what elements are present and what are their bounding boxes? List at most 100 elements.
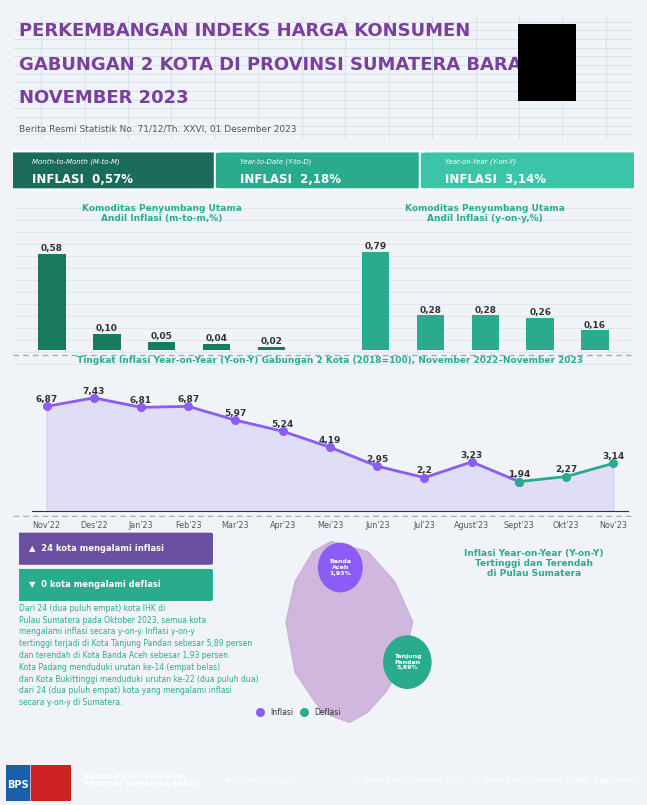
Bar [258, 347, 285, 350]
Bar [534, 57, 543, 68]
Bar [518, 68, 526, 79]
Bar [518, 89, 526, 101]
Text: Inflasi: Inflasi [270, 708, 293, 717]
Bar [417, 316, 444, 350]
Text: in  BPS Provinsi Sumatera Barat: in BPS Provinsi Sumatera Barat [472, 778, 584, 783]
Text: Tanjung
Pandan
5,89%: Tanjung Pandan 5,89% [393, 654, 421, 671]
Text: 0,02: 0,02 [261, 337, 283, 346]
Bar [559, 57, 567, 68]
Point [514, 475, 524, 488]
Text: Tingkat Inflasi Year-on-Year (Y-on-Y) Gabungan 2 Kota (2018=100), November 2022–: Tingkat Inflasi Year-on-Year (Y-on-Y) Ga… [77, 356, 583, 365]
Polygon shape [286, 542, 413, 723]
Circle shape [318, 543, 362, 592]
Bar [534, 46, 543, 57]
Text: PERKEMBANGAN INDEKS HARGA KONSUMEN: PERKEMBANGAN INDEKS HARGA KONSUMEN [19, 23, 470, 40]
Bar [543, 46, 551, 57]
Bar [543, 89, 551, 101]
Bar [526, 57, 534, 68]
Point [561, 470, 571, 483]
Bar [148, 342, 175, 350]
Text: 0,04: 0,04 [206, 334, 228, 343]
Bar [559, 24, 567, 35]
Bar [362, 252, 389, 350]
Bar [559, 46, 567, 57]
Text: Komoditas Penyumbang Utama
Andil Inflasi (m-to-m,%): Komoditas Penyumbang Utama Andil Inflasi… [82, 204, 242, 223]
Text: 1,94: 1,94 [508, 470, 530, 479]
Bar [567, 24, 576, 35]
Text: BPS: BPS [6, 780, 28, 790]
Bar [93, 333, 120, 350]
Bar [567, 79, 576, 89]
Bar [526, 79, 534, 89]
Text: 0,26: 0,26 [529, 308, 551, 317]
Bar [534, 89, 543, 101]
Text: 2,2: 2,2 [417, 466, 432, 475]
Bar [551, 24, 559, 35]
Text: 0,05: 0,05 [151, 332, 173, 341]
Text: ▼  0 kota mengalami deflasi: ▼ 0 kota mengalami deflasi [29, 580, 161, 589]
Bar [518, 24, 526, 35]
FancyBboxPatch shape [6, 151, 230, 189]
Bar [6, 765, 29, 801]
Bar [472, 316, 499, 350]
FancyBboxPatch shape [215, 151, 439, 189]
Bar [526, 89, 534, 101]
Text: Inflasi Year-on-Year (Y-on-Y)
Tertinggi dan Terendah
di Pulau Sumatera: Inflasi Year-on-Year (Y-on-Y) Tertinggi … [464, 548, 604, 579]
Text: INFLASI  0,57%: INFLASI 0,57% [32, 173, 133, 186]
Text: 6,87: 6,87 [36, 395, 58, 404]
Text: 0,79: 0,79 [364, 242, 386, 251]
Circle shape [384, 636, 431, 688]
Bar [534, 68, 543, 79]
Text: 5,24: 5,24 [272, 420, 294, 429]
Point [230, 414, 241, 427]
Text: ⊕  sumbar.bps.go.id: ⊕ sumbar.bps.go.id [226, 778, 296, 783]
Text: 2,95: 2,95 [366, 455, 388, 464]
Bar [526, 68, 534, 79]
Point [608, 457, 619, 470]
Point [255, 706, 266, 719]
Point [183, 400, 193, 413]
Text: BADAN PUSAT STATISTIK
PROVINSI SUMATERA BARAT: BADAN PUSAT STATISTIK PROVINSI SUMATERA … [84, 774, 199, 787]
Text: f  BPS Provinsi Sumatera Barat: f BPS Provinsi Sumatera Barat [356, 778, 463, 783]
Point [136, 401, 146, 414]
Bar [203, 344, 230, 350]
Bar [527, 318, 554, 350]
Point [89, 391, 99, 404]
FancyBboxPatch shape [420, 151, 643, 189]
Bar [518, 57, 526, 68]
Text: 0,28: 0,28 [419, 306, 441, 315]
Bar [559, 35, 567, 46]
Bar [534, 35, 543, 46]
Bar [526, 46, 534, 57]
Text: Deflasi: Deflasi [314, 708, 340, 717]
Text: Dari 24 (dua puluh empat) kota IHK di
Pulau Sumatera pada Oktober 2023, semua ko: Dari 24 (dua puluh empat) kota IHK di Pu… [19, 604, 259, 707]
Text: 6,81: 6,81 [130, 396, 152, 405]
Bar [581, 330, 609, 350]
Bar [551, 79, 559, 89]
Bar [551, 57, 559, 68]
Bar [518, 46, 526, 57]
Text: 0,28: 0,28 [474, 306, 496, 315]
Bar [551, 35, 559, 46]
Text: INFLASI  2,18%: INFLASI 2,18% [239, 173, 341, 186]
Text: GABUNGAN 2 KOTA DI PROVINSI SUMATERA BARAT: GABUNGAN 2 KOTA DI PROVINSI SUMATERA BAR… [19, 56, 532, 74]
Point [325, 441, 335, 454]
Point [278, 425, 288, 438]
Text: Berita Resmi Statistik No. 71/12/Th. XXVI, 01 Desember 2023: Berita Resmi Statistik No. 71/12/Th. XXV… [19, 125, 297, 134]
Point [466, 456, 477, 469]
Bar [38, 254, 66, 350]
FancyBboxPatch shape [16, 568, 214, 601]
Text: 0,10: 0,10 [96, 324, 118, 332]
Bar [518, 35, 526, 46]
Text: 4,19: 4,19 [319, 436, 341, 445]
Bar [31, 765, 71, 801]
Text: Banda
Aceh
1,93%: Banda Aceh 1,93% [329, 559, 351, 576]
Bar [534, 24, 543, 35]
Text: 0,58: 0,58 [41, 244, 63, 253]
Bar [559, 79, 567, 89]
Point [514, 475, 524, 488]
Text: Month-to-Month (M-to-M): Month-to-Month (M-to-M) [32, 159, 119, 165]
Bar [567, 46, 576, 57]
Bar [567, 89, 576, 101]
Text: Komoditas Penyumbang Utama
Andil Inflasi (y-on-y,%): Komoditas Penyumbang Utama Andil Inflasi… [405, 204, 565, 223]
